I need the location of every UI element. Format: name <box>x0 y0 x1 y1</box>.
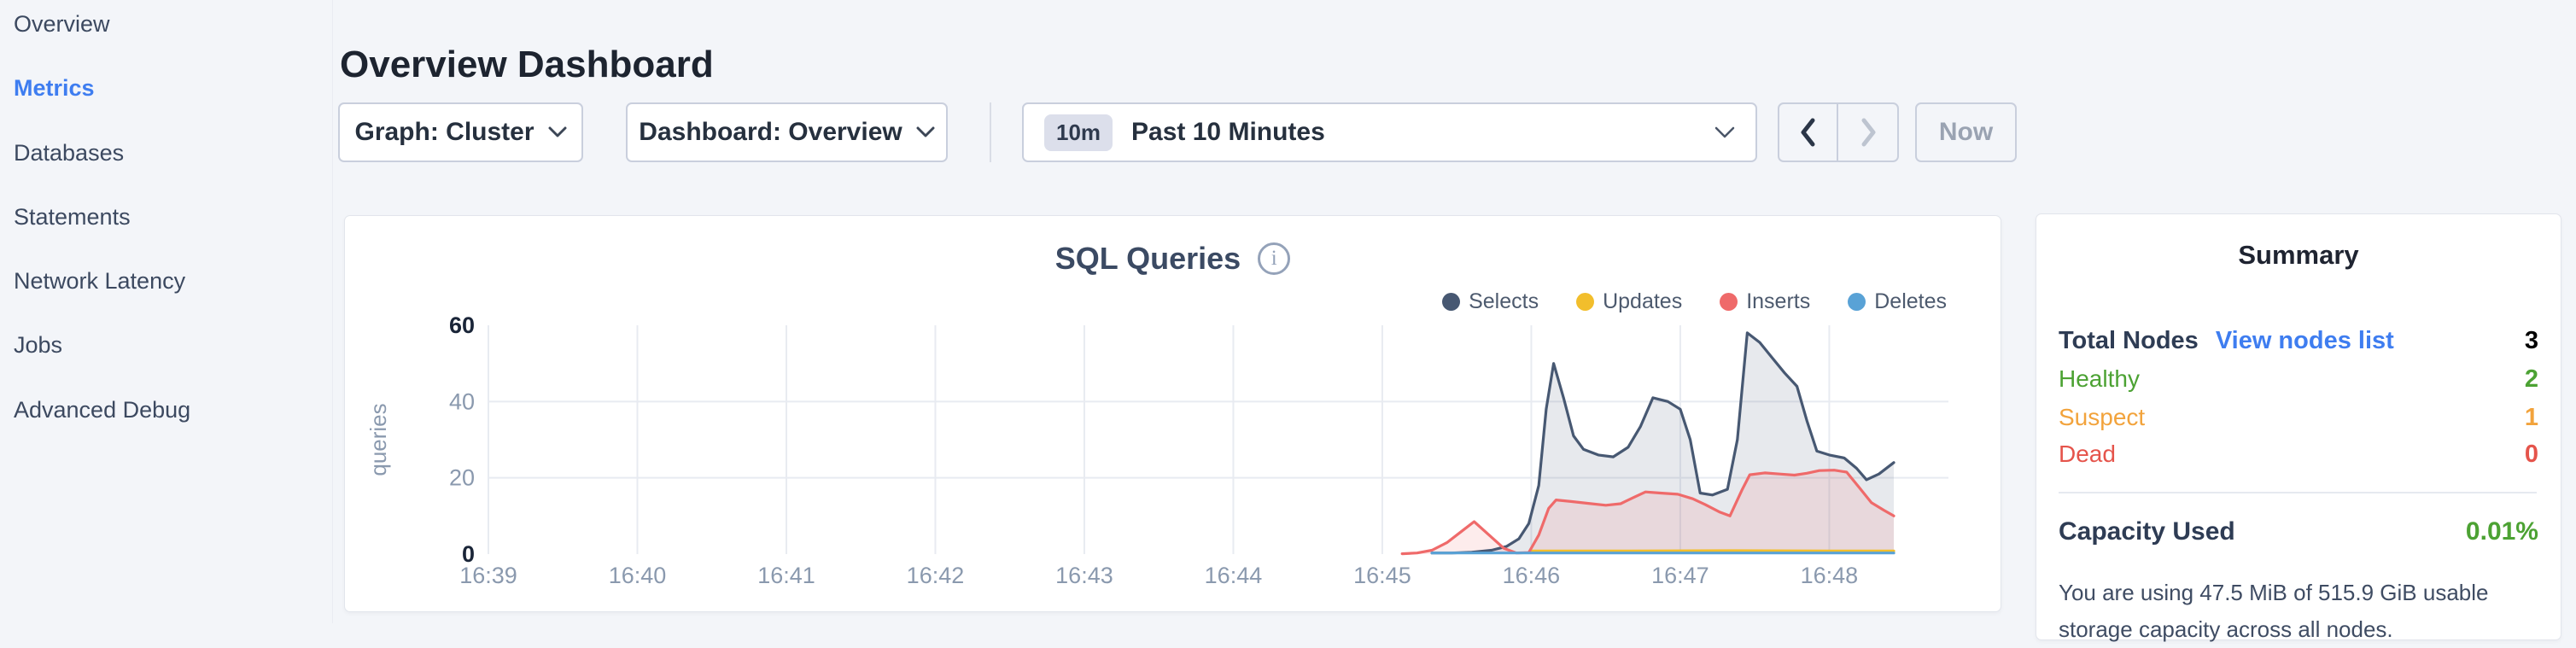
chevron-down-icon <box>548 126 567 138</box>
x-tick-label: 16:43 <box>1055 563 1113 588</box>
chart-legend: Selects Updates Inserts Deletes <box>1442 289 1947 314</box>
updates-dot-icon <box>1576 293 1594 311</box>
legend-label: Inserts <box>1746 289 1810 314</box>
chevron-left-icon <box>1798 117 1819 148</box>
summary-title: Summary <box>2059 240 2538 271</box>
capacity-used-label: Capacity Used <box>2059 517 2235 546</box>
chart-title-row: SQL Queries i <box>345 238 2001 279</box>
dead-value: 0 <box>2525 441 2538 469</box>
y-tick-label: 40 <box>449 388 475 414</box>
view-nodes-list-link[interactable]: View nodes list <box>2216 327 2394 355</box>
controls-divider <box>990 102 991 162</box>
sidebar-item-metrics[interactable]: Metrics <box>14 73 95 103</box>
total-nodes-value: 3 <box>2525 327 2538 355</box>
graph-dropdown[interactable]: Graph: Cluster <box>338 102 583 162</box>
now-button[interactable]: Now <box>1915 102 2017 162</box>
capacity-description: You are using 47.5 MiB of 515.9 GiB usab… <box>2059 575 2542 648</box>
legend-label: Selects <box>1469 289 1539 314</box>
x-tick-label: 16:48 <box>1801 563 1859 588</box>
graph-dropdown-label: Graph: Cluster <box>354 118 534 147</box>
prev-time-button[interactable] <box>1779 104 1838 161</box>
x-tick-label: 16:40 <box>609 563 667 588</box>
sidebar: Overview Metrics Databases Statements Ne… <box>0 0 333 623</box>
time-range-label: Past 10 Minutes <box>1131 118 1696 147</box>
healthy-row: Healthy 2 <box>2059 362 2538 396</box>
dead-row: Dead 0 <box>2059 437 2538 471</box>
y-tick-label: 20 <box>449 465 475 491</box>
summary-divider <box>2059 492 2537 493</box>
legend-item-updates: Updates <box>1576 289 1682 314</box>
total-nodes-row: Total Nodes View nodes list 3 <box>2059 324 2538 358</box>
legend-item-inserts: Inserts <box>1720 289 1810 314</box>
sidebar-item-jobs[interactable]: Jobs <box>14 330 62 360</box>
time-step-group <box>1778 102 1899 162</box>
suspect-value: 1 <box>2525 404 2538 432</box>
sidebar-item-advanced-debug[interactable]: Advanced Debug <box>14 394 190 425</box>
healthy-value: 2 <box>2525 365 2538 394</box>
now-button-label: Now <box>1939 118 1993 147</box>
deletes-dot-icon <box>1848 293 1866 311</box>
legend-label: Updates <box>1603 289 1682 314</box>
x-tick-label: 16:41 <box>757 563 815 588</box>
y-tick-label: 0 <box>462 541 475 567</box>
suspect-row: Suspect 1 <box>2059 400 2538 435</box>
inserts-dot-icon <box>1720 293 1738 311</box>
legend-item-deletes: Deletes <box>1848 289 1947 314</box>
dashboard-dropdown[interactable]: Dashboard: Overview <box>626 102 948 162</box>
page-title: Overview Dashboard <box>340 44 714 86</box>
sidebar-item-network-latency[interactable]: Network Latency <box>14 266 185 296</box>
suspect-label: Suspect <box>2059 404 2145 431</box>
legend-label: Deletes <box>1874 289 1947 314</box>
sidebar-item-databases[interactable]: Databases <box>14 137 124 168</box>
chevron-down-icon <box>916 126 935 138</box>
x-tick-label: 16:42 <box>907 563 965 588</box>
summary-panel: Summary Total Nodes View nodes list 3 He… <box>2036 213 2561 640</box>
next-time-button[interactable] <box>1838 104 1897 161</box>
total-nodes-label: Total Nodes <box>2059 327 2199 355</box>
x-tick-label: 16:44 <box>1205 563 1263 588</box>
healthy-label: Healthy <box>2059 365 2140 393</box>
x-tick-label: 16:45 <box>1353 563 1411 588</box>
x-tick-label: 16:46 <box>1503 563 1561 588</box>
info-icon[interactable]: i <box>1258 242 1290 275</box>
time-range-badge: 10m <box>1044 114 1113 151</box>
chevron-right-icon <box>1858 117 1878 148</box>
legend-item-selects: Selects <box>1442 289 1539 314</box>
y-axis-label: queries <box>365 403 391 476</box>
capacity-used-value: 0.01% <box>2466 517 2538 546</box>
x-tick-label: 16:47 <box>1651 563 1709 588</box>
selects-dot-icon <box>1442 293 1460 311</box>
chart-title: SQL Queries <box>1055 241 1241 277</box>
capacity-row: Capacity Used 0.01% <box>2059 515 2538 549</box>
sidebar-item-overview[interactable]: Overview <box>14 9 110 39</box>
chevron-down-icon <box>1714 126 1735 139</box>
time-range-dropdown[interactable]: 10m Past 10 Minutes <box>1022 102 1757 162</box>
dashboard-dropdown-label: Dashboard: Overview <box>639 118 902 147</box>
dead-label: Dead <box>2059 441 2116 468</box>
y-tick-label: 60 <box>449 312 475 338</box>
sidebar-item-statements[interactable]: Statements <box>14 201 131 232</box>
